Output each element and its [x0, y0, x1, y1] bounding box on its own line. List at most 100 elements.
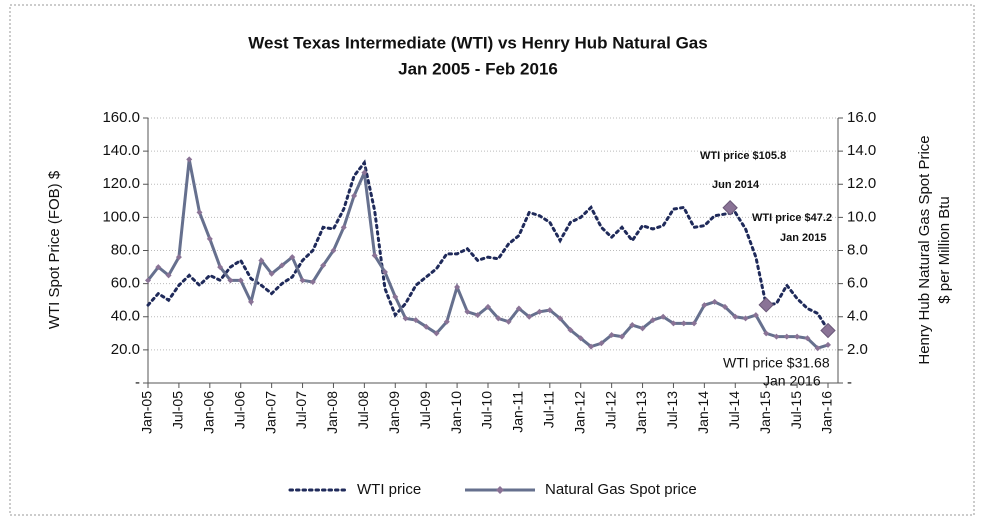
gas-marker: [649, 317, 656, 324]
highlight-marker: [758, 297, 774, 313]
gas-marker: [278, 262, 285, 269]
y2-tick-label: -: [847, 374, 852, 391]
gas-marker: [299, 277, 306, 284]
x-tick-label: Jul-09: [417, 391, 433, 429]
x-tick-label: Jul-05: [170, 391, 186, 429]
x-tick-label: Jul-13: [664, 391, 680, 429]
annotation: WTI price $47.2: [752, 212, 832, 224]
gas-marker: [186, 156, 193, 163]
gas-marker: [217, 264, 224, 271]
gas-marker: [433, 330, 440, 337]
gas-marker: [443, 318, 450, 325]
x-tick-label: Jan-13: [633, 391, 649, 434]
x-tick-label: Jan-12: [571, 391, 587, 434]
y2-tick-label: 16.0: [847, 109, 876, 126]
legend-label: WTI price: [357, 481, 421, 498]
x-tick-label: Jul-15: [788, 391, 804, 429]
x-tick-label: Jul-14: [726, 391, 742, 429]
gas-marker: [588, 343, 595, 350]
gas-marker: [577, 335, 584, 342]
x-tick-label: Jul-10: [479, 391, 495, 429]
x-tick-label: Jan-15: [757, 391, 773, 434]
gas-marker: [608, 331, 615, 338]
gas-marker: [763, 330, 770, 337]
gas-marker: [670, 320, 677, 327]
chart-title: West Texas Intermediate (WTI) vs Henry H…: [248, 33, 707, 52]
gas-marker: [680, 320, 687, 327]
gas-marker: [145, 277, 151, 284]
gas-marker: [742, 315, 749, 322]
annotation: Jan 2015: [780, 232, 826, 244]
annotation: Jun 2014: [712, 179, 760, 191]
gas-marker: [309, 278, 316, 285]
gas-marker: [196, 209, 203, 216]
gas-marker: [691, 320, 698, 327]
y-tick-label: 80.0: [111, 241, 140, 258]
gas-marker: [711, 298, 718, 305]
highlight-marker: [820, 322, 836, 339]
y-tick-label: 100.0: [102, 208, 140, 225]
gas-marker: [237, 277, 244, 284]
gas-marker: [536, 308, 543, 315]
gas-marker: [794, 333, 801, 340]
y2-tick-label: 2.0: [847, 341, 868, 358]
gas-marker: [546, 307, 553, 314]
y2-tick-label: 4.0: [847, 308, 868, 325]
chart-subtitle: Jan 2005 - Feb 2016: [398, 59, 558, 78]
x-tick-label: Jan-10: [448, 391, 464, 434]
gas-marker: [258, 257, 265, 264]
y2-axis-label: Henry Hub Natural Gas Spot Price: [916, 135, 933, 364]
y2-tick-label: 14.0: [847, 142, 876, 159]
gas-marker: [825, 341, 831, 348]
gas-marker: [392, 293, 399, 300]
y-tick-label: 20.0: [111, 341, 140, 358]
gas-marker: [474, 312, 481, 319]
y-tick-label: 140.0: [102, 142, 140, 159]
gas-marker: [454, 283, 461, 290]
gas-marker: [155, 264, 162, 271]
gas-marker: [557, 315, 564, 322]
y2-tick-label: 12.0: [847, 175, 876, 192]
gas-marker: [371, 252, 378, 259]
gas-marker: [423, 323, 430, 330]
gas-marker: [289, 254, 296, 261]
gas-marker: [351, 192, 358, 199]
y2-tick-label: 8.0: [847, 241, 868, 258]
gas-marker: [598, 340, 605, 347]
annotation: Jan 2016: [763, 373, 821, 389]
gas-marker: [721, 303, 728, 310]
gas-marker: [639, 325, 646, 332]
gas-marker: [206, 235, 213, 242]
gas-marker: [814, 345, 821, 352]
gas-marker: [165, 272, 172, 279]
gas-marker: [773, 333, 780, 340]
gas-marker: [175, 254, 182, 261]
gas-marker: [268, 270, 275, 277]
gas-marker: [629, 322, 636, 329]
x-tick-label: Jan-06: [201, 391, 217, 434]
gas-marker: [381, 269, 388, 276]
wti-line: [146, 159, 830, 332]
y2-axis-label: $ per Million Btu: [936, 196, 953, 304]
gas-marker: [402, 315, 409, 322]
gas-marker: [567, 327, 574, 333]
gas-marker: [330, 247, 337, 254]
y2-tick-label: 6.0: [847, 275, 868, 292]
gas-marker: [495, 315, 502, 322]
gas-marker: [320, 262, 327, 269]
y-tick-label: 40.0: [111, 308, 140, 325]
gas-marker: [485, 303, 491, 310]
gas-marker: [248, 298, 255, 305]
gas-marker: [361, 169, 368, 176]
gas-marker: [752, 312, 759, 319]
x-tick-label: Jul-08: [355, 391, 371, 429]
gas-marker: [732, 313, 739, 320]
y2-tick-label: 10.0: [847, 208, 876, 225]
x-tick-label: Jan-07: [262, 391, 278, 434]
gas-marker: [227, 277, 234, 284]
annotation: WTI price $31.68: [723, 355, 830, 371]
x-tick-label: Jan-16: [819, 391, 835, 434]
x-tick-label: Jan-08: [324, 391, 340, 434]
y-tick-label: -: [135, 374, 140, 391]
gas-marker: [464, 308, 471, 315]
